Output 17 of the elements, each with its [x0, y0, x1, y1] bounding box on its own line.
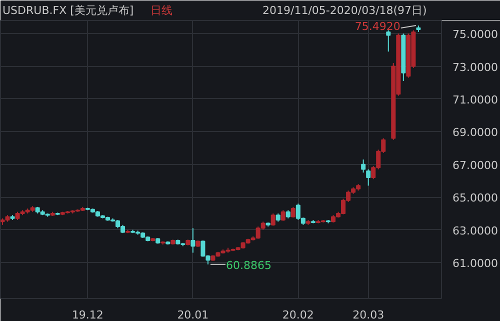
y-tick-label: 71.0000: [452, 93, 498, 106]
y-tick-label: 73.0000: [452, 60, 498, 74]
y-tick-label: 67.0000: [452, 158, 498, 172]
chart-title: USDRUB.FX [美元兑卢布]: [2, 4, 134, 17]
y-tick-label: 65.0000: [452, 192, 498, 205]
y-tick-label: 61.0000: [452, 257, 498, 270]
x-tick-label: 20.03: [352, 308, 384, 321]
annotation: 60.8865: [226, 258, 272, 272]
x-tick-label: 19.12: [72, 308, 104, 321]
y-tick-label: 63.0000: [452, 224, 498, 238]
x-tick-label: 20.01: [177, 308, 209, 321]
chart-subtitle: 日线: [150, 4, 172, 17]
annotation: 75.4920: [354, 20, 400, 34]
y-tick-label: 75.0000: [452, 28, 498, 42]
text: 2019/11/05-2020/03/18(97日): [262, 4, 427, 17]
y-tick-label: 69.0000: [452, 126, 498, 140]
x-tick-label: 20.02: [282, 308, 314, 321]
